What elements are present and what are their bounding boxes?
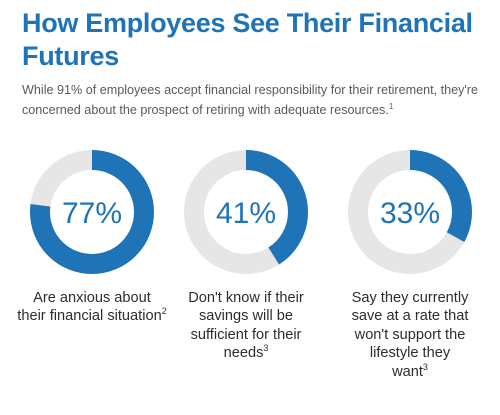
donut-caption-2: Say they currently save at a rate that w… [350,289,470,381]
donut-value-arc-1 [184,150,308,274]
donut-caption-1: Don't know if their savings will be suff… [183,289,309,363]
donut-percent-label-1: 41% [216,197,276,230]
subtitle-footnote-marker: 1 [388,101,394,111]
donut-chart-0: 77% [30,150,154,274]
donut-caption-footnote-2: 3 [422,361,428,372]
donut-percent-label-2: 33% [380,197,440,230]
subtitle-text: While 91% of employees accept financial … [22,83,478,117]
donut-caption-text-0: Are anxious about their financial situat… [17,290,162,325]
page-subtitle: While 91% of employees accept financial … [22,80,492,120]
page-title: How Employees See Their Financial Future… [22,8,473,71]
donut-caption-footnote-0: 2 [161,306,167,317]
donut-chart-1: 41% [184,150,308,274]
donut-value-arc-2 [348,150,472,274]
donut-caption-footnote-1: 3 [263,343,269,354]
donut-percent-label-0: 77% [62,197,122,230]
donut-caption-text-2: Say they currently save at a rate that w… [351,290,469,380]
donut-chart-2: 33% [348,150,472,274]
donut-value-arc-0 [30,150,154,274]
donut-caption-text-1: Don't know if their savings will be suff… [188,290,304,362]
donut-caption-0: Are anxious about their financial situat… [17,289,167,326]
donut-charts: 77% 41% 33% [30,150,472,274]
